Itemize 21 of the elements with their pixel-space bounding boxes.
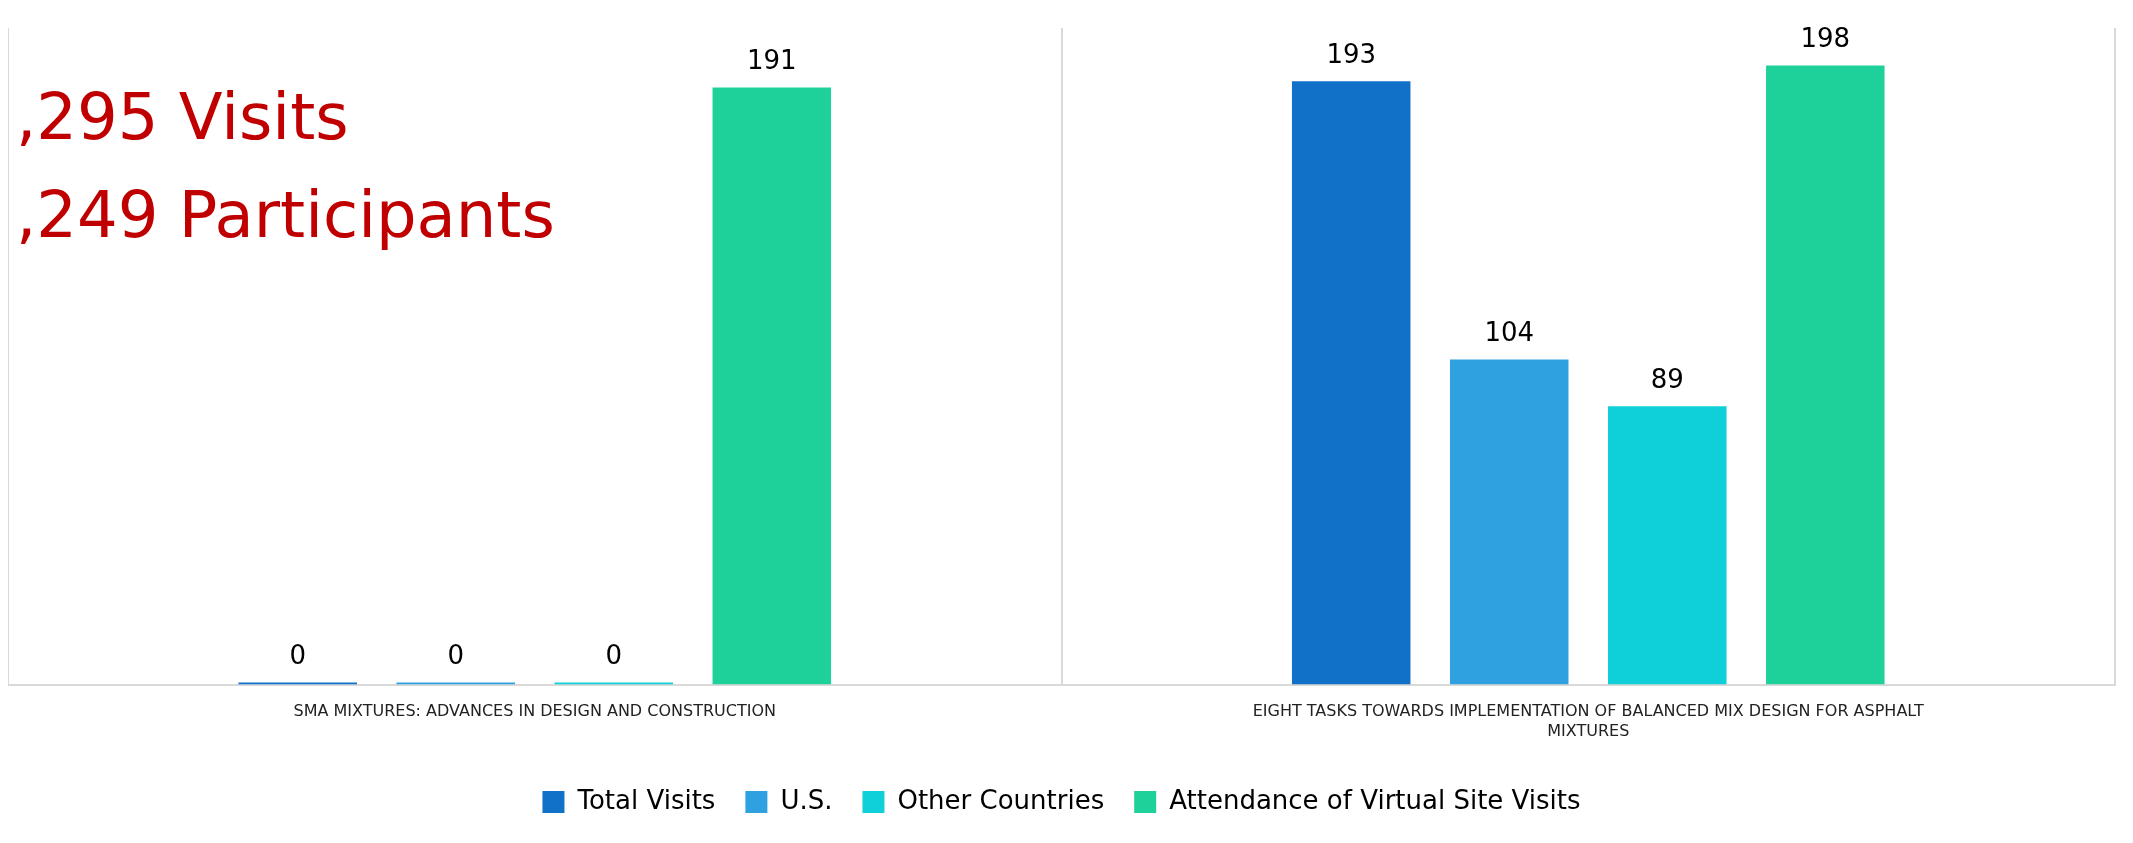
legend-label: Other Countries (897, 784, 1105, 815)
bar (1608, 406, 1727, 685)
data-label: 198 (1800, 23, 1851, 54)
bar (1766, 65, 1885, 685)
legend-label: Attendance of Virtual Site Visits (1169, 784, 1581, 815)
data-label: 0 (447, 640, 465, 671)
data-label: 0 (289, 640, 306, 671)
legend-label: Total Visits (576, 784, 716, 815)
bar (1449, 359, 1569, 685)
data-label: 104 (1484, 317, 1535, 348)
data-label: 193 (1326, 38, 1377, 69)
x-tick-label: EIGHT TASKS TOWARDS IMPLEMENTATION OF BALANCED MIX DESIGN FOR ASPHALT MIXTURES (1252, 701, 1925, 740)
legend-label: U.S. (780, 784, 833, 815)
annotation: ,249 Participants (16, 177, 555, 254)
data-label: 0 (605, 640, 623, 671)
bar (712, 87, 832, 685)
data-label: 89 (1650, 364, 1684, 395)
annotation: ,295 Visits (16, 79, 350, 156)
data-label: 191 (746, 45, 797, 76)
x-tick-label: SMA MIXTURES: ADVANCES IN DESIGN AND CONSTRUCTION (293, 701, 776, 721)
bar (1291, 81, 1411, 685)
